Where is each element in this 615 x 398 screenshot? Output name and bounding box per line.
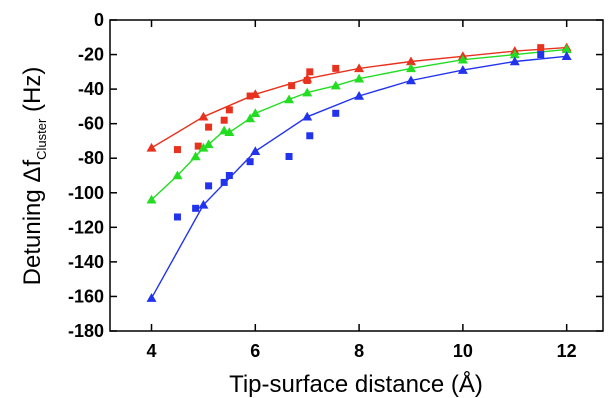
point-blue_data-6: [285, 152, 293, 160]
point-blue_fit-2: [250, 146, 261, 156]
point-green_fit-8: [250, 108, 261, 118]
point-blue_fit-4: [354, 91, 365, 100]
x-axis-title: Tip-surface distance (Å): [229, 370, 483, 398]
point-blue_fit-5: [405, 75, 416, 85]
y-tick-label-5: -100: [68, 183, 104, 203]
y-tick-label-6: -120: [68, 217, 104, 237]
point-green_fit-11: [330, 80, 341, 90]
y-tick-label-4: -80: [78, 148, 104, 168]
x-tick-label-1: 6: [250, 341, 260, 361]
point-red_data-7: [303, 76, 311, 84]
point-green_fit-9: [284, 94, 295, 104]
point-blue_fit-7: [509, 56, 520, 66]
point-red_data-8: [306, 68, 314, 76]
point-red_fit-1: [198, 111, 209, 121]
y-axis-title-f: f: [19, 160, 46, 167]
point-blue_data-2: [205, 182, 213, 190]
point-red_data-0: [173, 146, 181, 154]
point-green_fit-10: [302, 87, 313, 97]
point-red_data-2: [205, 123, 213, 131]
point-green_fit-7: [245, 113, 256, 123]
y-axis-title: Detuning ΔfCluster (Hz): [19, 67, 49, 286]
point-green_fit-1: [172, 170, 183, 180]
point-blue_data-3: [220, 178, 228, 186]
point-blue_data-1: [192, 204, 200, 212]
point-red_data-4: [225, 106, 233, 114]
y-tick-label-1: -20: [78, 45, 104, 65]
point-red_data-10: [537, 44, 545, 52]
plot-frame: [109, 19, 604, 332]
point-red_data-9: [332, 64, 340, 72]
point-green_fit-2: [190, 151, 201, 161]
y-tick-label-8: -160: [68, 286, 104, 306]
point-red_data-6: [288, 82, 296, 90]
point-red_fit-5: [405, 56, 416, 66]
ticks-group: 4 6 8 10 12 0 -20 -40 -60 -80 -100 -120 -140 -160 -180: [68, 10, 603, 361]
point-green_fit-4: [203, 139, 214, 149]
point-red_fit-4: [354, 63, 365, 73]
y-tick-label-2: -40: [78, 79, 104, 99]
point-blue_fit-1: [198, 199, 209, 209]
point-green_fit-6: [224, 127, 235, 137]
point-blue_fit-6: [457, 65, 468, 74]
series-red_data: [173, 44, 545, 154]
point-green_fit-15: [509, 49, 520, 59]
y-tick-label-3: -60: [78, 114, 104, 134]
y-tick-label-9: -180: [68, 321, 104, 341]
y-axis-title-prefix: Detuning: [19, 183, 46, 286]
point-red_fit-0: [146, 142, 157, 152]
y-tick-label-0: 0: [94, 10, 104, 30]
point-blue_data-5: [246, 158, 254, 166]
point-blue_data-7: [306, 132, 314, 140]
x-tick-label-0: 4: [147, 341, 157, 361]
point-green_fit-16: [561, 44, 572, 54]
x-tick-label-4: 12: [557, 341, 577, 361]
x-tick-label-2: 8: [354, 341, 364, 361]
point-green_fit-0: [146, 194, 157, 204]
point-blue_data-9: [537, 51, 545, 59]
point-green_fit-13: [405, 63, 416, 73]
y-tick-label-7: -140: [68, 252, 104, 272]
point-blue_data-4: [225, 172, 233, 179]
y-axis-title-subscript: Cluster: [34, 118, 49, 160]
y-axis-title-delta: Δ: [19, 167, 46, 183]
series-group: [146, 42, 572, 302]
point-green_fit-3: [198, 142, 209, 152]
y-axis-title-suffix: (Hz): [19, 67, 46, 119]
point-green_fit-14: [457, 54, 468, 64]
point-red_data-3: [220, 116, 228, 124]
point-blue_data-0: [173, 213, 181, 221]
point-blue_fit-8: [561, 51, 572, 61]
point-blue_fit-0: [146, 293, 157, 302]
x-tick-label-3: 10: [453, 341, 473, 361]
point-red_data-5: [246, 92, 254, 100]
series-blue_data: [173, 51, 545, 221]
point-blue_data-8: [332, 109, 340, 117]
point-green_fit-12: [354, 73, 365, 83]
series-green_fit: [146, 44, 572, 204]
series-blue_fit: [146, 51, 572, 302]
point-blue_fit-3: [302, 111, 313, 121]
point-red_data-1: [194, 142, 202, 150]
